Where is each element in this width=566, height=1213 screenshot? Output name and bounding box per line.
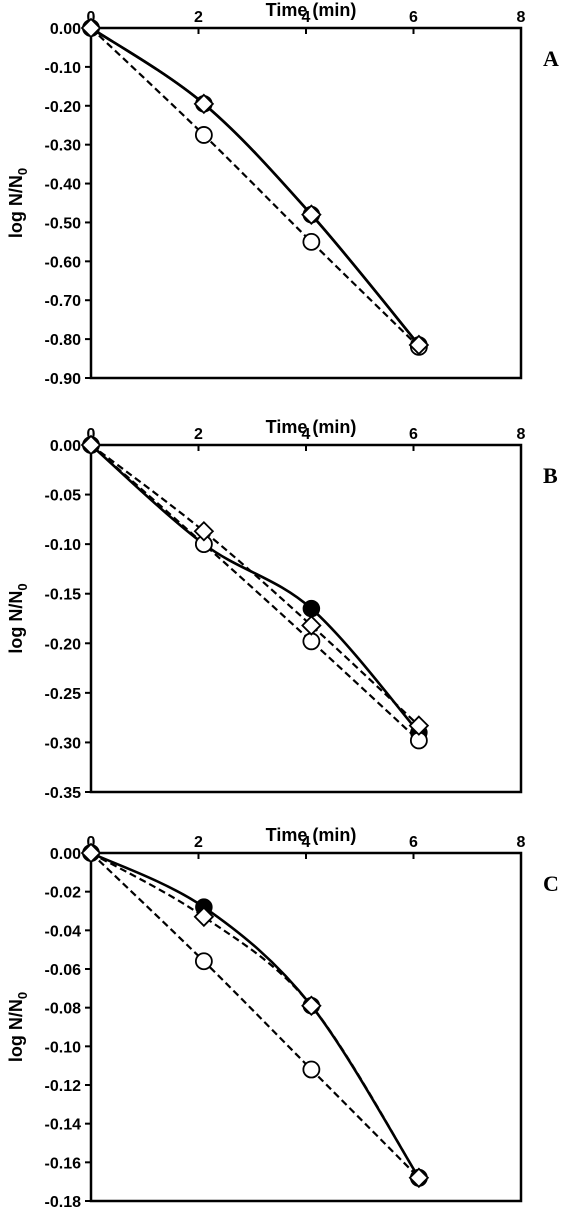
- series-line-open-circle: [90, 444, 420, 742]
- x-tick-label: 2: [194, 834, 203, 851]
- marker-open-diamond: [301, 204, 322, 225]
- x-tick-label: 8: [517, 426, 526, 443]
- y-tick-label: -0.04: [45, 923, 82, 940]
- marker-open-diamond: [408, 1167, 430, 1189]
- series-line-open-circle: [90, 852, 420, 1179]
- marker-open-diamond: [80, 434, 102, 456]
- series-line-filled-circle: [90, 444, 420, 734]
- marker-open-circle: [194, 126, 213, 144]
- chart-panel-a: 0 2 4 6 8 0.00 -0.10 -0.20 -0.30 -0.40 -0.50 -0.60 -…: [6, 0, 559, 388]
- y-tick-label: -0.20: [45, 636, 82, 653]
- series-line-open-diamond: [90, 852, 420, 1179]
- plot-frame: [89, 443, 523, 794]
- y-axis-title-main: log N/N: [6, 175, 26, 238]
- x-tick-label: 0: [87, 9, 96, 26]
- x-axis-title: Time (min): [266, 0, 357, 20]
- marker-open-diamond: [408, 715, 430, 736]
- marker-filled-circle: [302, 599, 321, 618]
- marker-open-diamond: [80, 17, 102, 39]
- x-tick-label: 0: [87, 426, 96, 443]
- y-tick-label: -0.10: [45, 537, 82, 554]
- series-line-open-diamond: [90, 444, 420, 727]
- y-tick-label: -0.15: [45, 587, 82, 604]
- plot-frame: [89, 851, 523, 1203]
- marker-open-diamond: [301, 995, 322, 1017]
- y-tick-label: -0.70: [45, 293, 82, 310]
- y-axis-title: log N/N0: [6, 583, 30, 653]
- y-tick-label: -0.02: [45, 885, 82, 902]
- y-tick-label: -0.20: [45, 99, 82, 116]
- panel-label: B: [543, 463, 558, 488]
- x-tick-label: 8: [517, 9, 526, 26]
- x-axis-title: Time (min): [266, 417, 357, 437]
- y-tick-label: -0.35: [45, 785, 82, 802]
- y-tick-label: -0.25: [45, 686, 82, 703]
- y-tick-label: 0.00: [50, 438, 81, 455]
- y-tick-label: -0.10: [45, 1039, 82, 1056]
- marker-open-diamond: [193, 906, 215, 928]
- y-tick-label: -0.30: [45, 735, 82, 752]
- y-tick-label: 0.00: [50, 846, 81, 863]
- y-tick-label: -0.18: [45, 1194, 82, 1211]
- marker-open-diamond: [193, 520, 215, 542]
- y-axis-title: log N/N0: [6, 992, 30, 1062]
- y-tick-label: -0.05: [45, 488, 82, 505]
- series-line-open-diamond: [90, 26, 420, 346]
- y-tick-label: -0.10: [45, 60, 82, 77]
- marker-open-diamond: [193, 93, 215, 115]
- plot-frame: [89, 26, 523, 380]
- y-tick-label: -0.06: [45, 962, 82, 979]
- y-axis-title-subscript: 0: [15, 583, 30, 590]
- series-line-open-circle: [90, 27, 420, 348]
- x-tick-label: 4: [302, 9, 311, 26]
- x-tick-label: 6: [409, 834, 418, 851]
- y-tick-label: -0.60: [45, 254, 82, 271]
- y-tick-label: 0.00: [50, 21, 81, 38]
- x-tick-label: 6: [409, 9, 418, 26]
- y-axis-title-subscript: 0: [15, 992, 30, 999]
- x-axis-title: Time (min): [266, 825, 357, 845]
- y-tick-label: -0.14: [45, 1117, 82, 1134]
- y-axis-title-main: log N/N: [6, 999, 26, 1062]
- x-tick-label: 6: [409, 426, 418, 443]
- y-axis-title-subscript: 0: [15, 168, 30, 175]
- y-axis-title: log N/N0: [6, 168, 30, 238]
- chart-panel-c: 0 2 4 6 8 0.00 -0.02 -0.04 -0.06 -0.08 -0.10 -0.12 -…: [6, 825, 559, 1211]
- y-tick-label: -0.40: [45, 177, 82, 194]
- y-tick-label: -0.50: [45, 215, 82, 232]
- series-line-filled-circle: [90, 851, 420, 1179]
- x-tick-label: 4: [302, 426, 311, 443]
- x-tick-label: 2: [194, 426, 203, 443]
- y-tick-label: -0.08: [45, 1001, 82, 1018]
- x-tick-label: 8: [517, 834, 526, 851]
- panel-label: A: [543, 46, 559, 71]
- x-tick-label: 4: [302, 834, 311, 851]
- marker-open-diamond: [301, 615, 322, 636]
- y-axis-title-main: log N/N: [6, 591, 26, 654]
- y-tick-label: -0.80: [45, 332, 82, 349]
- marker-open-diamond: [80, 842, 102, 864]
- x-tick-label: 0: [87, 834, 96, 851]
- chart-panel-b: 0 2 4 6 8 0.00 -0.05 -0.10 -0.15 -0.20 -0.25 -0.30 -…: [6, 417, 558, 802]
- marker-open-circle: [302, 232, 321, 251]
- panel-label: C: [543, 871, 559, 896]
- y-tick-label: -0.30: [45, 138, 82, 155]
- y-tick-label: -0.16: [45, 1155, 82, 1172]
- y-tick-label: -0.90: [45, 371, 82, 388]
- marker-open-diamond: [408, 334, 430, 356]
- marker-open-circle: [302, 1060, 321, 1079]
- marker-open-circle: [194, 952, 213, 971]
- x-tick-label: 2: [194, 9, 203, 26]
- y-tick-label: -0.12: [45, 1078, 82, 1095]
